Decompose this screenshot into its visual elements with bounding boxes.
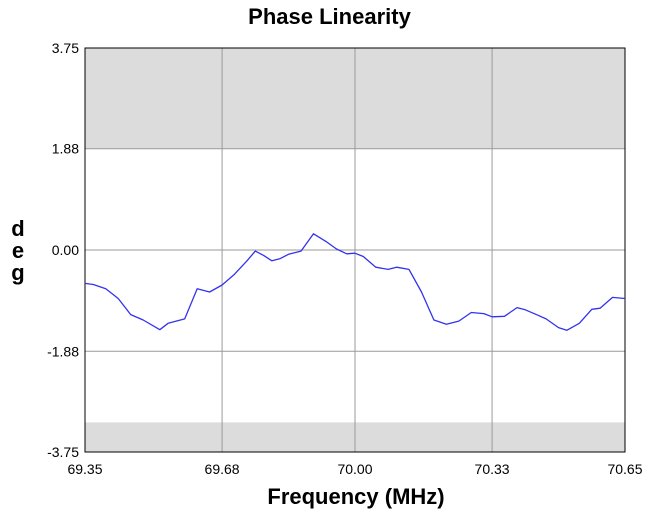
y-tick-label: 0.00 bbox=[52, 242, 79, 258]
y-axis-label-letter: g bbox=[11, 260, 25, 285]
y-tick-label: 3.75 bbox=[52, 40, 79, 56]
chart-title: Phase Linearity bbox=[248, 4, 411, 29]
x-tick-label: 70.33 bbox=[475, 461, 510, 477]
y-axis-label-letter: d bbox=[11, 216, 25, 241]
y-axis-label-letter: e bbox=[11, 238, 25, 263]
y-tick-label: -3.75 bbox=[47, 444, 79, 460]
x-tick-label: 70.00 bbox=[337, 461, 372, 477]
phase-series-line bbox=[84, 233, 626, 331]
x-tick-label: 69.68 bbox=[205, 461, 240, 477]
x-tick-label: 70.65 bbox=[607, 461, 642, 477]
x-axis-label: Frequency (MHz) bbox=[267, 484, 445, 509]
plot-border bbox=[84, 47, 626, 453]
x-tick-label: 69.35 bbox=[67, 461, 102, 477]
y-tick-label: 1.88 bbox=[52, 141, 79, 157]
y-tick-label: -1.88 bbox=[47, 343, 79, 359]
